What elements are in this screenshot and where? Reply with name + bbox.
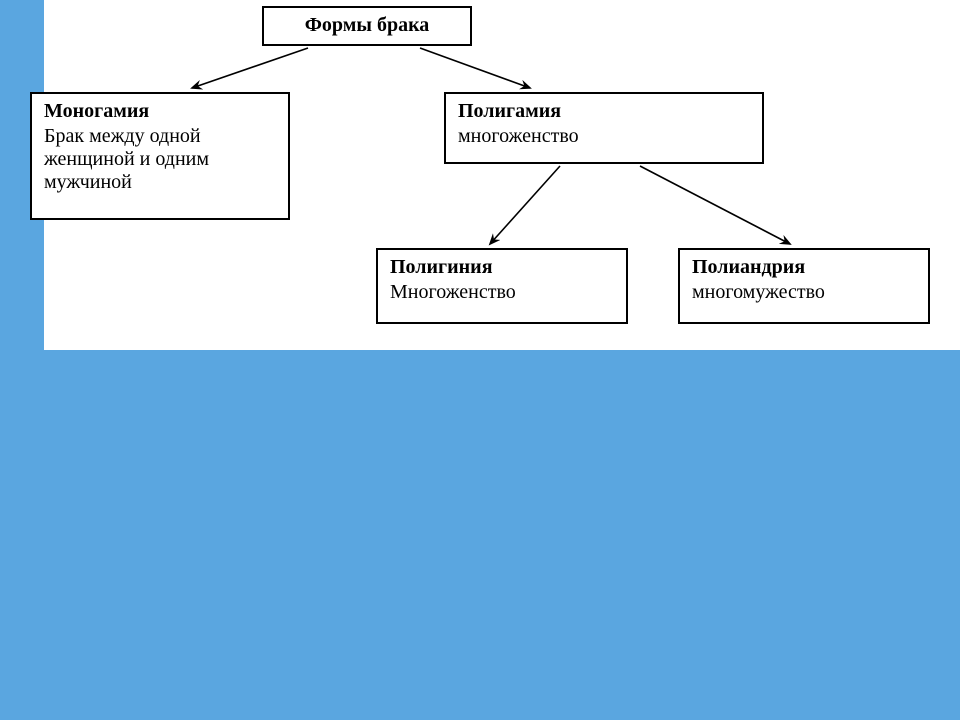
node-root: Формы брака <box>262 6 472 46</box>
node-root-title: Формы брака <box>276 14 458 37</box>
node-polygyny-title: Полигиния <box>390 256 614 279</box>
node-polyandry-title: Полиандрия <box>692 256 916 279</box>
node-monogamy-desc: Брак между одной женщиной и одним мужчин… <box>44 125 276 194</box>
node-polygyny-desc: Многоженство <box>390 281 614 304</box>
node-monogamy-title: Моногамия <box>44 100 276 123</box>
node-polyandry-desc: многомужество <box>692 281 916 304</box>
node-polygamy-title: Полигамия <box>458 100 750 123</box>
node-polygyny: Полигиния Многоженство <box>376 248 628 324</box>
node-polyandry: Полиандрия многомужество <box>678 248 930 324</box>
node-monogamy: Моногамия Брак между одной женщиной и од… <box>30 92 290 220</box>
node-polygamy: Полигамия многоженство <box>444 92 764 164</box>
node-polygamy-desc: многоженство <box>458 125 750 148</box>
